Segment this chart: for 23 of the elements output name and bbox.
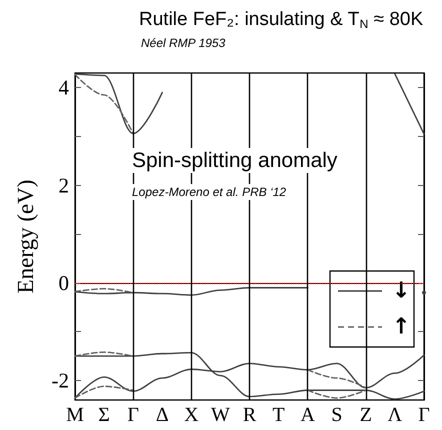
chart-subtitle: Néel RMP 1953 bbox=[141, 36, 226, 50]
x-tick-label: S bbox=[331, 404, 342, 426]
annotation: Spin-splitting anomaly bbox=[132, 149, 338, 172]
x-tick-label: Σ bbox=[98, 404, 110, 426]
y-tick-label: 4 bbox=[58, 76, 70, 100]
x-tick-label: Δ bbox=[156, 404, 169, 426]
x-tick-label: X bbox=[184, 404, 200, 426]
x-tick-label: R bbox=[242, 404, 257, 426]
y-axis-title: Energy (eV) bbox=[13, 180, 38, 294]
x-tick-label: Λ bbox=[388, 404, 403, 426]
x-tick-label: Z bbox=[360, 404, 372, 426]
x-tick-label: M bbox=[66, 404, 84, 426]
x-tick-label: Γ bbox=[127, 404, 139, 426]
legend-label: ↑ bbox=[392, 314, 410, 340]
y-tick-label: 0 bbox=[58, 270, 69, 295]
x-tick-label: A bbox=[300, 404, 316, 426]
x-tick-label: W bbox=[210, 404, 230, 426]
x-tick-label: Γ bbox=[418, 404, 430, 426]
y-tick-label: 2 bbox=[58, 173, 69, 198]
x-tick-label: T bbox=[272, 404, 285, 426]
legend-label: ↓ bbox=[392, 278, 410, 304]
annotation: Lopez-Moreno et al. PRB ‘12 bbox=[132, 185, 286, 199]
y-tick-label: -2 bbox=[52, 368, 69, 392]
